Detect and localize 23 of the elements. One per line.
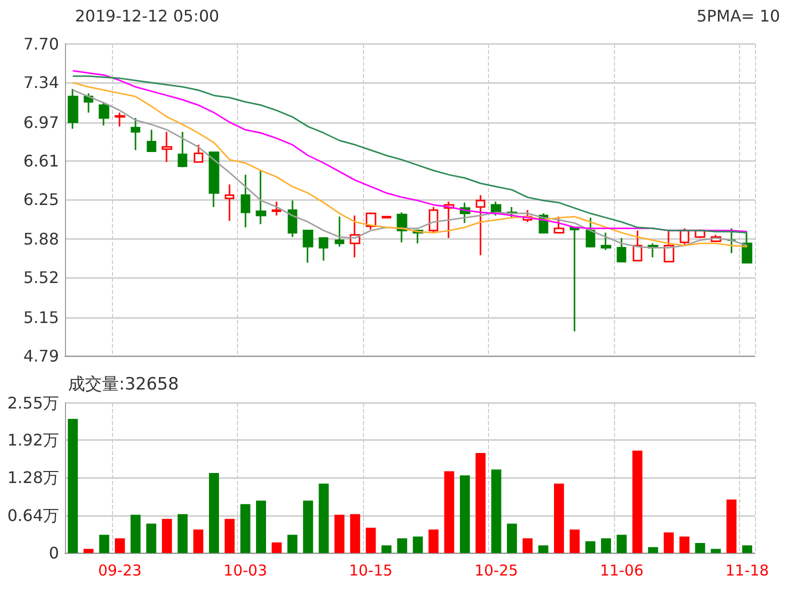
y-tick-label: 5.15 (23, 308, 59, 327)
y-tick-label: 6.25 (23, 190, 59, 209)
x-tick-label: 09-23 (98, 562, 142, 580)
y-tick-label: 6.97 (23, 112, 59, 132)
text: 5PMA= 10 (696, 6, 780, 26)
y-tick-label: 7.34 (23, 73, 59, 92)
x-tick-label: 10-03 (224, 562, 268, 580)
y-tick-label: 7.70 (23, 34, 59, 54)
y-tick-label: 2.55万 (7, 394, 59, 412)
y-tick-label: 5.88 (23, 230, 59, 249)
y-tick-label: 0.64万 (7, 506, 59, 525)
text: 成交量:32658 (68, 374, 179, 394)
x-tick-label: 10-15 (349, 562, 393, 580)
x-tick-label: 10-25 (474, 562, 518, 580)
y-tick-label: 1.92万 (7, 430, 59, 450)
x-tick-label: 11-18 (725, 562, 769, 580)
y-tick-label: 1.28万 (7, 468, 59, 488)
y-tick-label: 5.52 (23, 268, 59, 288)
y-tick-label: 4.79 (23, 346, 59, 366)
y-tick-label: 0 (48, 544, 59, 562)
chart-title: 2019-12-12 05:00 (75, 6, 220, 26)
y-tick-label: 6.61 (23, 151, 59, 170)
x-tick-label: 11-06 (600, 562, 644, 580)
